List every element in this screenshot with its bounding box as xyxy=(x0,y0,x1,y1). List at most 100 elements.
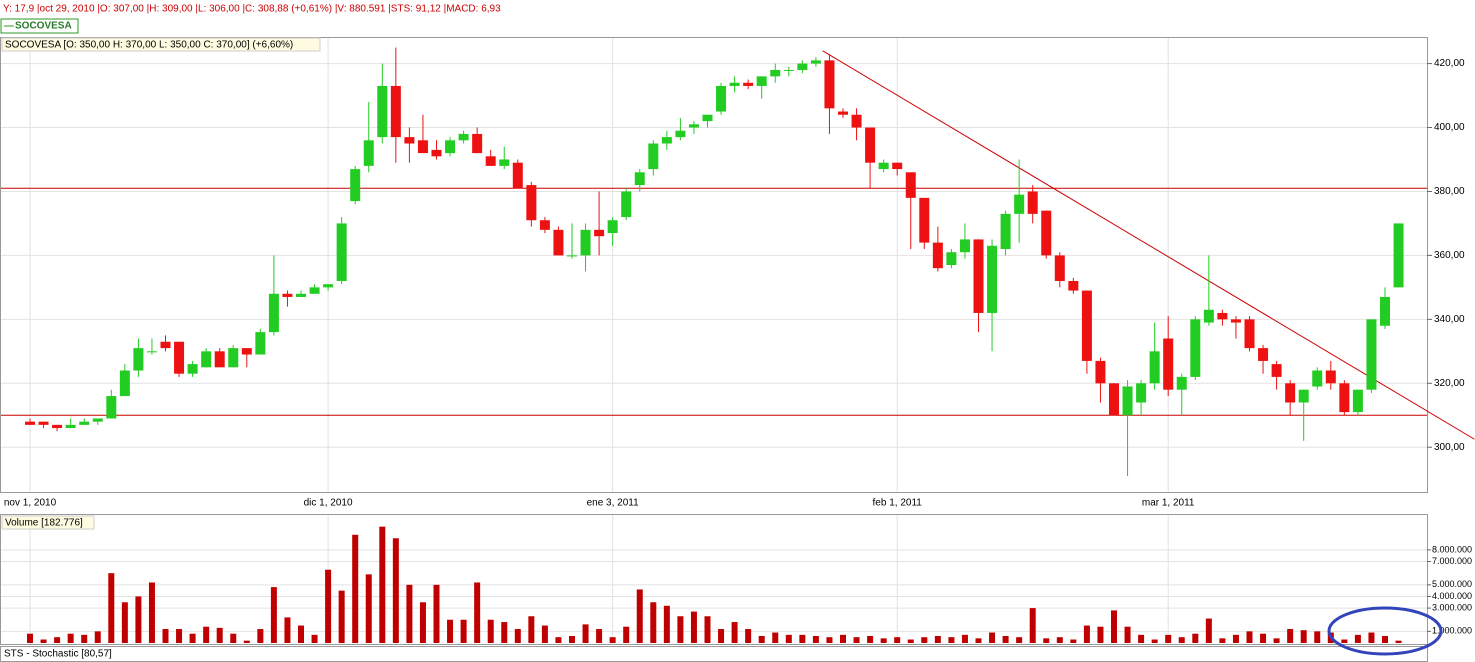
volume-bar xyxy=(867,636,874,643)
candle-body xyxy=(594,229,605,237)
volume-bar xyxy=(447,619,454,643)
volume-bar xyxy=(718,629,725,643)
volume-bar xyxy=(1002,636,1009,643)
volume-bar xyxy=(1111,610,1117,643)
volume-bar xyxy=(419,602,426,643)
candle-body xyxy=(851,114,862,128)
candle-body xyxy=(946,252,957,265)
candle-body xyxy=(1366,319,1377,390)
volume-bar xyxy=(474,582,481,643)
candle-body xyxy=(580,229,591,256)
volume-bar xyxy=(948,637,955,643)
candle-body xyxy=(1298,389,1309,403)
y-tick-label: 400,00 xyxy=(1434,122,1465,133)
candle-body xyxy=(1285,383,1296,403)
candle-body xyxy=(783,69,794,71)
volume-bar xyxy=(1043,638,1050,643)
volume-bar xyxy=(1368,632,1375,643)
y-tick-label: 1.000.000 xyxy=(1432,626,1472,636)
volume-bar xyxy=(596,629,603,643)
candle-body xyxy=(1190,319,1201,377)
volume-bar xyxy=(1260,633,1267,643)
candle-body xyxy=(824,60,835,109)
volume-bar xyxy=(1341,639,1348,643)
volume-bar xyxy=(162,629,169,643)
candle-body xyxy=(1352,389,1363,413)
volume-bar xyxy=(176,629,183,643)
volume-bar xyxy=(501,622,508,643)
candle-body xyxy=(1000,213,1011,250)
candle-body xyxy=(621,191,632,218)
volume-bar xyxy=(230,633,237,643)
volume-bar xyxy=(1178,637,1185,643)
y-tick-label: 7.000.000 xyxy=(1432,556,1472,566)
title-box xyxy=(1,37,321,52)
candle-body xyxy=(390,85,401,138)
candle-body xyxy=(404,137,415,144)
volume-bar xyxy=(392,538,399,643)
volume-bar xyxy=(690,611,697,643)
volume-bar xyxy=(826,637,833,643)
candle-body xyxy=(1163,338,1174,390)
volume-bar xyxy=(379,526,386,643)
candle-body xyxy=(458,133,469,141)
candle-body xyxy=(919,197,930,243)
volume-bar xyxy=(704,616,711,643)
volume-bar xyxy=(81,634,88,643)
candle-body xyxy=(1244,319,1255,349)
candle-body xyxy=(445,140,456,154)
volume-bar xyxy=(1219,638,1226,643)
volume-bar xyxy=(1246,631,1253,643)
volume-bar xyxy=(216,627,223,643)
candle-body xyxy=(1136,383,1147,403)
volume-bar xyxy=(487,619,494,643)
volume-bar xyxy=(460,619,467,643)
candle-body xyxy=(417,140,428,154)
candle-body xyxy=(1014,194,1025,214)
candle-body xyxy=(1339,383,1350,413)
volume-bar xyxy=(989,632,996,643)
candle-body xyxy=(485,156,496,166)
volume-bar xyxy=(1097,626,1104,643)
trend-line xyxy=(822,50,1475,440)
candle-body xyxy=(716,85,727,112)
volume-bar xyxy=(894,637,901,643)
candle-body xyxy=(688,124,699,128)
candle-body xyxy=(959,239,970,253)
volume-bar xyxy=(1287,629,1294,643)
candle-body xyxy=(431,149,442,157)
candle-body xyxy=(702,114,713,122)
volume-bar xyxy=(1232,634,1239,643)
candle-body xyxy=(892,162,903,170)
volume-bar xyxy=(1056,637,1063,643)
volume-bar xyxy=(582,624,589,643)
volume-bar xyxy=(731,622,738,643)
candle-body xyxy=(539,220,550,230)
candle-body xyxy=(377,85,388,138)
volume-bar xyxy=(54,637,61,643)
candle-body xyxy=(1081,290,1092,361)
volume-bar xyxy=(94,631,101,643)
candle-body xyxy=(1068,280,1079,291)
x-tick-label: nov 1, 2010 xyxy=(4,498,57,509)
volume-bar xyxy=(203,626,210,643)
candle-body xyxy=(756,76,767,86)
candle-body xyxy=(79,421,90,425)
volume-bar xyxy=(257,629,264,643)
volume-bar xyxy=(975,638,982,643)
candle-body xyxy=(268,293,279,333)
candle-body xyxy=(634,172,645,186)
volume-bar xyxy=(1138,634,1145,643)
volume-bar xyxy=(1151,639,1158,643)
candle-body xyxy=(607,220,618,234)
candle-body xyxy=(472,133,483,154)
volume-bar xyxy=(840,634,846,643)
candle-body xyxy=(255,332,266,355)
status-bar: Y: 17,9 |oct 29, 2010 |O: 307,00 |H: 309… xyxy=(3,4,501,15)
volume-bar xyxy=(1382,636,1388,643)
candle-body xyxy=(499,159,510,166)
candle-body xyxy=(987,245,998,313)
volume-bar xyxy=(1192,633,1199,643)
candle-body xyxy=(1380,296,1390,326)
volume-bar xyxy=(961,634,968,643)
